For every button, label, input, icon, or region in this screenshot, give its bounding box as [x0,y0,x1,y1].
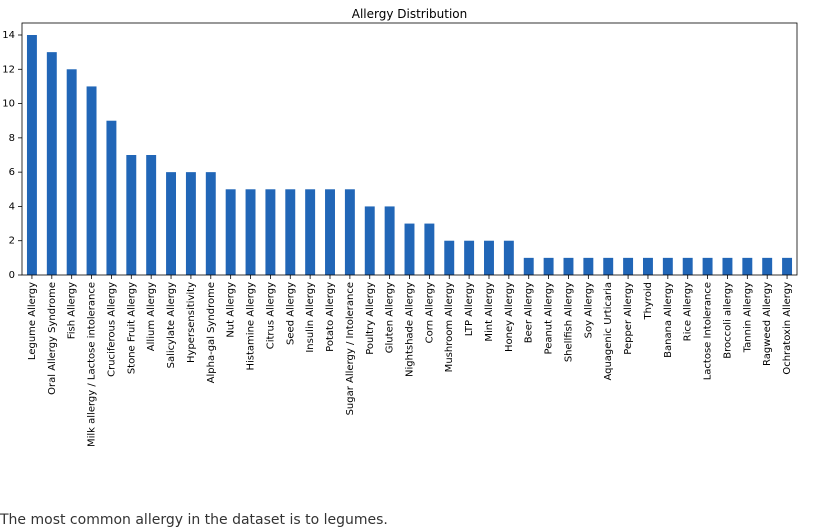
x-tick-label: Banana Allergy [663,282,674,358]
x-tick-label: Seed Allergy [285,282,296,345]
x-tick-label: Mint Allergy [484,282,495,342]
bar [523,257,534,275]
x-tick-label: Histamine Allergy [246,282,257,371]
bar [702,257,713,275]
x-tick-label: Oral Allergy Syndrome [47,282,58,395]
x-tick-label: Citrus Allergy [265,282,276,349]
bar [364,206,375,275]
bar [543,257,554,275]
bar [126,155,137,275]
bar [185,172,196,275]
x-tick-label: Rice Allergy [683,282,694,341]
x-tick-label: Aquagenic Urticaria [603,282,614,381]
bar [46,52,57,276]
bar [642,257,653,275]
y-tick-label: 8 [9,133,15,144]
caption-text: The most common allergy in the dataset i… [0,512,388,528]
bar [86,86,97,275]
bar [26,35,37,275]
bar [583,257,594,275]
x-tick-label: Honey Allergy [504,282,515,352]
bar [603,257,614,275]
bar [503,240,514,275]
bar [66,69,77,276]
y-tick-label: 0 [9,270,15,281]
x-tick-label: Sugar Allergy / Intolerance [345,282,356,415]
bar [305,189,316,275]
x-tick-label: Salicylate Allergy [166,282,177,368]
bar [563,257,574,275]
x-tick-label: Insulin Allergy [305,282,316,353]
plot-frame [21,22,798,276]
x-tick-label: Ochratoxin Allergy [782,282,793,375]
x-tick-label: Legume Allergy [27,282,38,360]
bar [325,189,335,275]
bar [444,240,455,275]
chart-container: Allergy Distribution Legume Allergy Oral A… [2,7,798,447]
x-tick-label: Broccoli allergy [722,282,733,359]
bar [623,257,634,275]
y-tick-label: 14 [2,30,15,41]
bar [742,257,753,275]
bar [722,257,733,275]
x-tick-label: Potato Allergy [325,282,336,352]
x-tick-label: Beer Allergy [524,282,535,343]
x-tick-label: Nightshade Allergy [405,282,416,377]
x-tick-label: LTP Allergy [464,282,475,336]
bar [245,189,256,275]
x-tick-label: Ragweed Allergy [762,282,773,366]
x-tick-label: Cruciferous Allergy [106,282,117,377]
x-tick-label: Fish Allergy [67,282,78,339]
bar [205,172,216,275]
y-tick-label: 6 [9,167,15,178]
x-tick-label: Thyroid [643,282,654,321]
bar [484,240,494,275]
x-tick-label: Lactose Intolerance [703,282,714,380]
x-tick-label: Pepper Allergy [623,282,634,355]
x-tick-label: Peanut Allergy [544,282,555,355]
bar [384,206,395,275]
bar [464,240,475,275]
y-tick-label: 10 [2,99,15,110]
x-tick-label: Mushroom Allergy [444,282,455,372]
bar [404,223,415,275]
bar [225,189,236,275]
bar [782,257,793,275]
x-tick-label: Shellfish Allergy [563,282,574,362]
bar [344,189,355,275]
x-tick-label: Tannin Allergy [742,282,753,353]
bar [762,257,773,275]
x-tick-label: Poultry Allergy [365,282,376,355]
x-tick-label: Alpha-gal Syndrome [206,282,217,383]
bar [285,189,296,275]
bar [166,172,177,275]
x-tick-label: Soy Allergy [583,282,594,338]
y-tick-label: 2 [9,236,15,247]
bar [265,189,276,275]
x-tick-label: Stone Fruit Allergy [126,282,137,374]
x-tick-label: Nut Allergy [226,282,237,338]
bar [424,223,435,275]
y-tick-label: 12 [2,64,15,75]
x-tick-label: Hypersensitivity [186,282,197,363]
x-tick-label: Corn Allergy [424,282,435,343]
x-tick-label: Gluten Allergy [385,282,396,353]
y-tick-label: 4 [9,201,15,212]
bar [682,257,693,275]
chart-title: Allergy Distribution [352,7,468,21]
bar [106,120,117,275]
bar-chart: Allergy Distribution Legume Allergy Oral A… [2,7,798,447]
x-tick-label: Allium Allergy [146,282,157,351]
bar [146,155,157,275]
x-tick-label: Milk allergy / Lactose intolerance [87,282,98,447]
bar [662,257,673,275]
